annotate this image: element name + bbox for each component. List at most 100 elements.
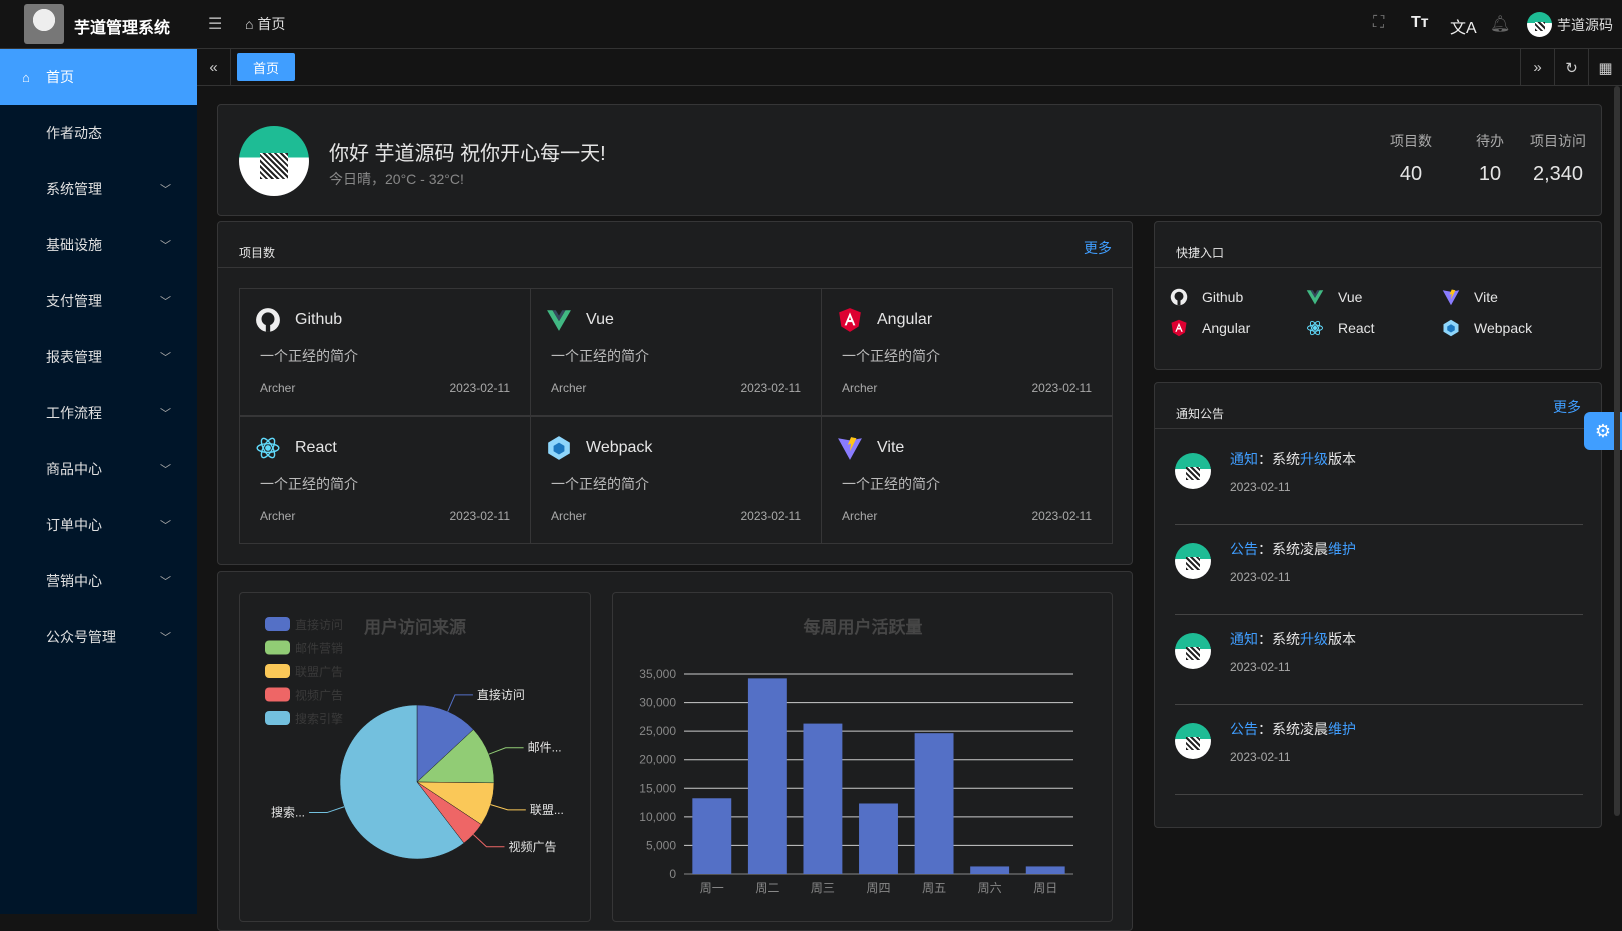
project-card[interactable]: Vue 一个正经的简介 Archer 2023-02-11 (530, 288, 822, 416)
stat-label: 项目访问 (1530, 133, 1586, 149)
notice-item[interactable]: 公告：系统凌晨维护 2023-02-11 (1175, 705, 1583, 795)
notice-text: 通知：系统升级版本 (1230, 629, 1356, 649)
sidebar-item-mp[interactable]: 公众号管理 ﹀ (0, 609, 197, 665)
username[interactable]: 芋道源码 (1557, 17, 1613, 33)
notice-sep: ： (1258, 451, 1272, 467)
project-card[interactable]: Angular 一个正经的简介 Archer 2023-02-11 (821, 288, 1113, 416)
project-card[interactable]: React 一个正经的简介 Archer 2023-02-11 (239, 416, 531, 544)
shortcut-github[interactable]: Github (1170, 288, 1243, 306)
greeting: 你好 芋道源码 祝你开心每一天! (329, 143, 606, 165)
notice-date: 2023-02-11 (1230, 750, 1291, 764)
breadcrumb[interactable]: ⌂ 首页 (245, 14, 285, 34)
sidebar-item-pay[interactable]: 支付管理 ﹀ (0, 273, 197, 329)
sidebar-item-report[interactable]: 报表管理 ﹀ (0, 329, 197, 385)
x-tick-label: 周五 (922, 881, 946, 895)
sidebar-item-marketing[interactable]: 营销中心 ﹀ (0, 553, 197, 609)
y-tick-label: 5,000 (646, 838, 676, 852)
chevron-down-icon: ﹀ (160, 632, 171, 644)
legend-swatch (265, 687, 290, 702)
x-tick-label: 周二 (755, 881, 779, 895)
y-tick-label: 25,000 (639, 724, 676, 738)
chart-title: 用户访问来源 (364, 617, 466, 637)
pie-label: 联盟... (530, 803, 564, 817)
user-avatar[interactable] (1527, 12, 1552, 37)
bar-chart-panel: 每周用户活跃量 0 5,000 10,000 15,000 20,000 25,000 30,… (612, 592, 1113, 922)
angular-icon (837, 307, 863, 333)
home-icon: ⌂ (245, 16, 254, 32)
scroll-right-icon[interactable]: » (1520, 49, 1554, 86)
notice-type[interactable]: 公告 (1230, 541, 1258, 557)
notices-more-link[interactable]: 更多 (1553, 399, 1581, 415)
sidebar-item-order[interactable]: 订单中心 ﹀ (0, 497, 197, 553)
project-author: Archer (842, 509, 878, 523)
scrollbar[interactable] (1614, 86, 1620, 816)
menu-collapse-icon[interactable]: ☰ (208, 16, 223, 33)
pie-slice (416, 704, 474, 783)
tab-home[interactable]: 首页 (237, 53, 296, 81)
notice-item[interactable]: 通知：系统升级版本 2023-02-11 (1175, 615, 1583, 705)
notice-text: 公告：系统凌晨维护 (1230, 719, 1356, 739)
shortcut-label: Github (1202, 289, 1244, 305)
card-title: 通知公告 (1176, 407, 1225, 421)
shortcut-label: React (1338, 320, 1375, 336)
sidebar-item-product[interactable]: 商品中心 ﹀ (0, 441, 197, 497)
fullscreen-icon[interactable]: ⛶ (1373, 14, 1385, 31)
projects-more-link[interactable]: 更多 (1084, 240, 1112, 256)
webpack-icon (546, 435, 572, 461)
avatar (1175, 723, 1211, 759)
sidebar-item-label: 工作流程 (46, 405, 102, 421)
sidebar-item-workflow[interactable]: 工作流程 ﹀ (0, 385, 197, 441)
charts-card: 用户访问来源 直接访问 邮件营销 联盟广告 视频广告 搜索引擎 直接访问 邮件... 联盟...… (217, 571, 1133, 931)
shortcut-webpack[interactable]: Webpack (1442, 319, 1532, 337)
notice-sep: ： (1258, 721, 1272, 737)
shortcut-react[interactable]: React (1306, 319, 1375, 337)
sidebar-item-home[interactable]: ⌂ 首页 (0, 49, 197, 105)
project-name: Github (295, 311, 343, 328)
notice-type[interactable]: 通知 (1230, 451, 1258, 467)
project-card[interactable]: Webpack 一个正经的简介 Archer 2023-02-11 (530, 416, 822, 544)
sidebar-item-infra[interactable]: 基础设施 ﹀ (0, 217, 197, 273)
pie-label-line (490, 804, 526, 811)
shortcut-vue[interactable]: Vue (1306, 288, 1362, 306)
project-desc: 一个正经的简介 (260, 476, 358, 492)
pie-label: 视频广告 (508, 839, 556, 854)
legend-label: 联盟广告 (295, 665, 343, 679)
translate-icon[interactable]: 文A (1450, 20, 1477, 37)
font-size-icon[interactable]: Tт (1411, 14, 1429, 31)
sidebar-item-system[interactable]: 系统管理 ﹀ (0, 161, 197, 217)
stat-value: 2,340 (1532, 163, 1584, 185)
legend-swatch (265, 617, 290, 631)
angular-icon (1170, 319, 1188, 337)
project-card[interactable]: Vite 一个正经的简介 Archer 2023-02-11 (821, 416, 1113, 544)
pie-label: 直接访问 (477, 687, 525, 702)
shortcut-label: Webpack (1474, 320, 1533, 336)
project-date: 2023-02-11 (740, 381, 802, 395)
project-author: Archer (842, 381, 878, 395)
breadcrumb-home[interactable]: 首页 (257, 16, 286, 32)
x-tick-label: 周一 (700, 881, 724, 895)
card-title: 快捷入口 (1176, 246, 1225, 260)
shortcuts-card: 快捷入口 Github Vue Vite Angular React Webpack (1154, 221, 1602, 370)
project-name: Webpack (586, 439, 653, 456)
chevron-down-icon: ﹀ (160, 352, 171, 364)
shortcut-angular[interactable]: Angular (1170, 319, 1250, 337)
chevron-down-icon: ﹀ (160, 464, 171, 476)
pie-label-line (447, 694, 473, 712)
stat-todo: 待办 10 (1450, 131, 1530, 186)
bell-icon[interactable]: 🔔︎ (1490, 16, 1511, 33)
pie-label-line (309, 806, 345, 814)
notice-type[interactable]: 通知 (1230, 631, 1258, 647)
refresh-icon[interactable]: ↻ (1554, 49, 1588, 86)
scroll-left-icon[interactable]: « (197, 49, 231, 86)
project-date: 2023-02-11 (1031, 509, 1093, 523)
sidebar-item-author-news[interactable]: 作者动态 (0, 105, 197, 161)
grid-menu-icon[interactable]: ▦ (1588, 49, 1622, 86)
notice-item[interactable]: 通知：系统升级版本 2023-02-11 (1175, 435, 1583, 525)
notice-type[interactable]: 公告 (1230, 721, 1258, 737)
notice-item[interactable]: 公告：系统凌晨维护 2023-02-11 (1175, 525, 1583, 615)
shortcut-vite[interactable]: Vite (1442, 288, 1498, 306)
project-card[interactable]: Github 一个正经的简介 Archer 2023-02-11 (239, 288, 531, 416)
top-header: 芋道管理系统 ☰ ⌂ 首页 ⛶ Tт 文A 🔔︎ 芋道源码 (0, 0, 1622, 49)
react-icon (255, 435, 281, 461)
project-name: React (295, 439, 337, 456)
